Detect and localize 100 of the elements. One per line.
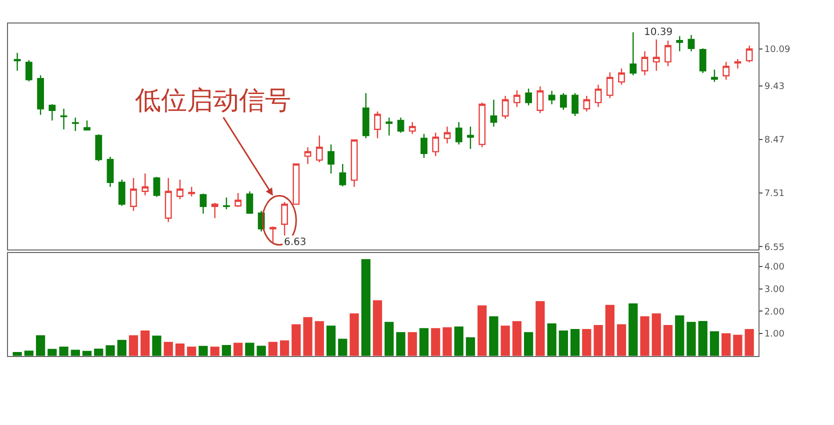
candlestick	[142, 172, 149, 196]
bar	[140, 330, 150, 356]
bar	[500, 326, 510, 356]
bar	[547, 323, 556, 356]
bar	[198, 346, 208, 356]
candlestick	[269, 226, 276, 243]
candlestick	[72, 117, 79, 132]
candlestick	[362, 92, 370, 139]
candlestick	[374, 110, 381, 139]
bar	[489, 316, 498, 356]
bar	[268, 342, 278, 356]
bar	[280, 340, 290, 356]
candlestick	[339, 163, 346, 187]
candlestick	[594, 84, 602, 108]
bar	[744, 328, 754, 356]
bar	[616, 324, 626, 356]
bar	[152, 336, 162, 356]
bar	[478, 305, 487, 356]
candlestick	[444, 126, 451, 144]
candlestick	[84, 120, 90, 132]
bar	[570, 328, 580, 356]
bar	[396, 332, 406, 356]
candlestick	[246, 190, 254, 214]
candlestick	[153, 176, 160, 198]
bar	[698, 320, 708, 356]
bar	[454, 326, 464, 356]
candlestick	[304, 146, 312, 165]
candlestick	[14, 52, 21, 72]
candlestick	[525, 88, 532, 106]
bar	[106, 345, 115, 356]
candlestick	[432, 132, 440, 157]
candlestick	[95, 134, 102, 162]
bar	[686, 322, 696, 356]
bar	[117, 340, 126, 356]
bar	[210, 346, 220, 356]
candlestick	[328, 144, 334, 174]
candlestick	[130, 177, 137, 212]
bar	[558, 330, 568, 356]
candlestick	[397, 117, 404, 134]
y-tick-label: 7.51	[764, 189, 784, 200]
y-tick-label: 6.55	[764, 242, 784, 253]
candlestick	[316, 134, 323, 163]
annotation: 10.39	[644, 27, 673, 38]
candlestick	[223, 196, 230, 210]
candlestick	[25, 60, 32, 82]
bar	[512, 321, 522, 356]
candlestick	[513, 90, 520, 108]
y-tick-label: 10.09	[764, 45, 790, 56]
bar	[326, 326, 336, 356]
bar	[582, 328, 592, 356]
candlestick	[106, 156, 114, 188]
bar	[314, 321, 324, 356]
candlestick	[37, 74, 44, 116]
bar	[628, 303, 638, 356]
y-tick-label: 8.47	[764, 136, 784, 146]
candlestick	[734, 58, 742, 70]
bar	[722, 333, 731, 356]
candlestick	[60, 108, 68, 130]
candlestick	[478, 102, 486, 148]
candlestick	[211, 202, 218, 219]
bar	[605, 304, 614, 356]
bar	[419, 328, 429, 356]
bar	[384, 322, 394, 356]
bar	[536, 301, 545, 356]
bar	[466, 337, 476, 356]
candlestick	[676, 36, 684, 52]
candlestick	[48, 104, 56, 122]
candlestick	[164, 177, 172, 223]
candlestick	[502, 95, 509, 120]
bar	[94, 348, 104, 356]
bar	[710, 331, 720, 356]
candlestick	[292, 163, 300, 205]
candlestick	[350, 139, 358, 188]
bar	[36, 335, 46, 356]
candlestick	[200, 192, 207, 214]
y-tick-label: 2.00	[764, 307, 785, 318]
candlestick	[572, 92, 578, 117]
bar	[338, 338, 348, 356]
y-tick-label: 4.00	[764, 262, 785, 273]
bar	[222, 345, 232, 356]
candlestick	[618, 68, 625, 86]
candlestick	[188, 186, 196, 197]
bar	[675, 315, 684, 356]
candlestick	[386, 117, 393, 136]
candlestick	[630, 32, 637, 76]
candlestick	[641, 50, 648, 76]
bar	[234, 342, 243, 356]
bar	[733, 334, 742, 356]
bar	[245, 342, 254, 356]
candlestick	[606, 72, 614, 99]
candlestick	[467, 126, 474, 150]
bar	[187, 346, 196, 356]
candlestick	[560, 92, 567, 110]
bar	[128, 335, 138, 356]
candlestick	[118, 179, 126, 206]
bar	[663, 324, 673, 356]
candlestick	[722, 61, 730, 80]
candlestick	[583, 95, 590, 112]
bar	[256, 346, 266, 356]
bar	[48, 348, 57, 356]
